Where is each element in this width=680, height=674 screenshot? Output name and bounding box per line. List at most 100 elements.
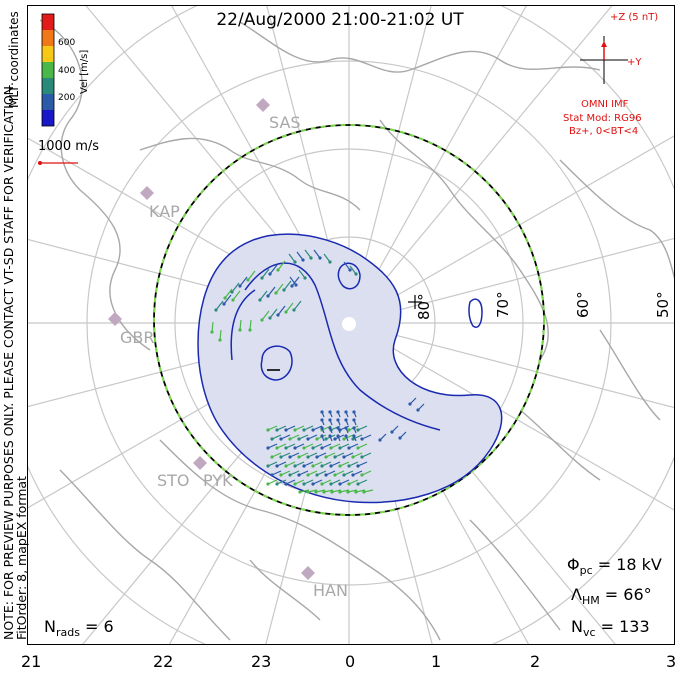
velocity-vector bbox=[361, 452, 372, 458]
vector-origin bbox=[356, 446, 360, 450]
vector-origin bbox=[320, 464, 324, 468]
vector-origin bbox=[275, 482, 279, 486]
vector-origin bbox=[284, 464, 288, 468]
velocity-vector bbox=[271, 470, 282, 476]
velocity-vector bbox=[357, 443, 368, 449]
velocity-vector bbox=[285, 425, 296, 431]
vector-origin bbox=[328, 426, 332, 430]
velocity-vector bbox=[232, 290, 241, 301]
vector-origin bbox=[276, 313, 280, 317]
vector-origin bbox=[356, 428, 360, 432]
vector-origin bbox=[348, 268, 352, 272]
velocity-vector bbox=[276, 425, 287, 431]
vector-scale bbox=[38, 161, 78, 165]
velocity-vector bbox=[343, 452, 354, 458]
velocity-vector bbox=[307, 434, 318, 440]
vector-origin bbox=[279, 437, 283, 441]
vector-origin bbox=[266, 428, 270, 432]
velocity-vector bbox=[313, 249, 321, 259]
vector-origin bbox=[342, 455, 346, 459]
velocity-vector bbox=[267, 479, 278, 485]
velocity-vector bbox=[307, 470, 318, 476]
velocity-vector bbox=[271, 452, 282, 458]
vector-origin bbox=[352, 410, 356, 414]
velocity-colorbar bbox=[41, 13, 55, 127]
vector-origin bbox=[324, 473, 328, 477]
velocity-vector bbox=[348, 461, 359, 467]
velocity-vector bbox=[277, 305, 286, 316]
vector-origin bbox=[294, 283, 298, 287]
vector-origin bbox=[328, 434, 332, 438]
vector-origin bbox=[311, 464, 315, 468]
vector-origin bbox=[306, 490, 310, 494]
vector-origin bbox=[315, 473, 319, 477]
mlt-label-1: 1 bbox=[431, 652, 442, 671]
vector-origin bbox=[279, 473, 283, 477]
velocity-vector bbox=[294, 479, 305, 485]
vector-origin bbox=[344, 418, 348, 422]
velocity-vector bbox=[269, 264, 278, 275]
vector-origin bbox=[356, 482, 360, 486]
station-label-pyk: PYK bbox=[203, 471, 233, 490]
velocity-vector bbox=[361, 434, 372, 440]
vector-origin bbox=[416, 408, 420, 412]
coastlines bbox=[39, 19, 674, 641]
vector-origin bbox=[347, 446, 351, 450]
velocity-vector bbox=[280, 452, 291, 458]
vector-origin bbox=[408, 402, 412, 406]
velocity-vector bbox=[231, 282, 240, 293]
velocity-vector bbox=[339, 479, 350, 485]
velocity-vector bbox=[357, 425, 368, 431]
vector-origin bbox=[266, 464, 270, 468]
velocity-vector bbox=[271, 434, 282, 440]
station-label-han: HAN bbox=[313, 581, 348, 600]
vector-origin bbox=[238, 284, 242, 288]
velocity-vector bbox=[298, 434, 309, 440]
vector-origin bbox=[314, 490, 318, 494]
vector-origin bbox=[328, 418, 332, 422]
vector-origin bbox=[360, 455, 364, 459]
velocity-vector bbox=[303, 479, 314, 485]
vector-origin bbox=[320, 418, 324, 422]
velocity-vector bbox=[289, 452, 300, 458]
vector-origin bbox=[318, 256, 322, 260]
stat-lambda-hm: ΛHM = 66° bbox=[571, 585, 652, 608]
velocity-vector bbox=[239, 276, 248, 287]
vector-origin bbox=[302, 428, 306, 432]
vector-origin bbox=[306, 473, 310, 477]
velocity-vector bbox=[277, 260, 286, 271]
vector-origin bbox=[344, 410, 348, 414]
vector-origin bbox=[284, 428, 288, 432]
vector-origin bbox=[390, 430, 394, 434]
vector-origin bbox=[311, 428, 315, 432]
colorbar-tick-400: 400 bbox=[58, 66, 76, 76]
vector-origin bbox=[344, 426, 348, 430]
velocity-vector bbox=[334, 452, 345, 458]
vector-origin bbox=[266, 446, 270, 450]
vector-origin bbox=[246, 278, 250, 282]
velocity-vector bbox=[276, 479, 287, 485]
colorbar-tick-200: 200 bbox=[58, 93, 76, 103]
vector-origin bbox=[260, 276, 264, 280]
vector-origin bbox=[351, 437, 355, 441]
vector-origin bbox=[266, 482, 270, 486]
vector-scale-label: 1000 m/s bbox=[38, 139, 100, 154]
stat-model-line1: Stat Mod: RG96 bbox=[563, 113, 642, 124]
velocity-vector bbox=[312, 425, 323, 431]
imf-clock bbox=[580, 36, 628, 84]
vector-origin bbox=[210, 330, 214, 334]
vector-origin bbox=[324, 437, 328, 441]
velocity-vector bbox=[267, 425, 278, 431]
vector-origin bbox=[324, 455, 328, 459]
vector-origin bbox=[270, 437, 274, 441]
velocity-vector bbox=[334, 434, 345, 440]
velocity-vector bbox=[276, 443, 287, 449]
velocity-vector bbox=[249, 319, 252, 331]
vector-origin bbox=[347, 482, 351, 486]
station-label-kap: KAP bbox=[149, 202, 180, 221]
vector-origin bbox=[329, 482, 333, 486]
mlt-label-21: 21 bbox=[21, 652, 42, 671]
velocity-vector bbox=[294, 443, 305, 449]
vector-origin bbox=[293, 428, 297, 432]
vector-origin bbox=[288, 473, 292, 477]
